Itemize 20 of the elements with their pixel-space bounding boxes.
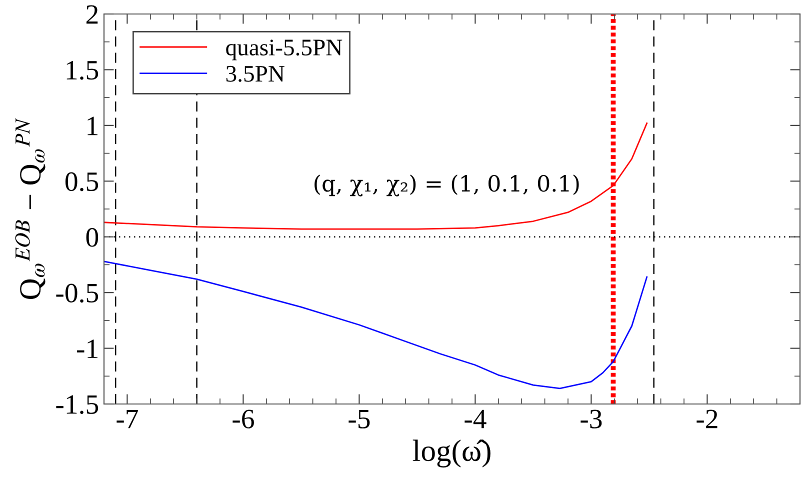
x-tick-label: -2 xyxy=(696,410,718,428)
y-tick-label: 2 xyxy=(86,5,98,24)
x-tick-label: -6 xyxy=(232,410,254,428)
y-tick-label: -0.5 xyxy=(56,284,98,303)
x-tick-label: -3 xyxy=(580,410,602,428)
legend-label: quasi-5.5PN xyxy=(226,40,342,60)
x-axis-title: log(ω̂) xyxy=(412,440,490,468)
annotation: (q, χ₁, χ₂) = (1, 0.1, 0.1) xyxy=(314,174,579,196)
y-tick-label: 1.5 xyxy=(66,61,98,80)
y-tick-label: 0.5 xyxy=(65,172,98,192)
line-series xyxy=(104,260,648,390)
y-axis-title: Q$_{ω}$$^{EOB}$ − Q$_{ω}$$^{PN}$ xyxy=(15,118,46,299)
y-tick-label: 1 xyxy=(88,116,98,136)
x-tick-label: -4 xyxy=(464,410,486,428)
x-tick-label: -7 xyxy=(116,410,138,428)
y-tick-label: 0 xyxy=(86,228,98,247)
legend-label: 3.5PN xyxy=(226,66,284,82)
x-tick-label: -5 xyxy=(348,410,370,428)
y-tick-label: -1.5 xyxy=(56,395,98,414)
y-tick-label: -1 xyxy=(77,340,98,358)
